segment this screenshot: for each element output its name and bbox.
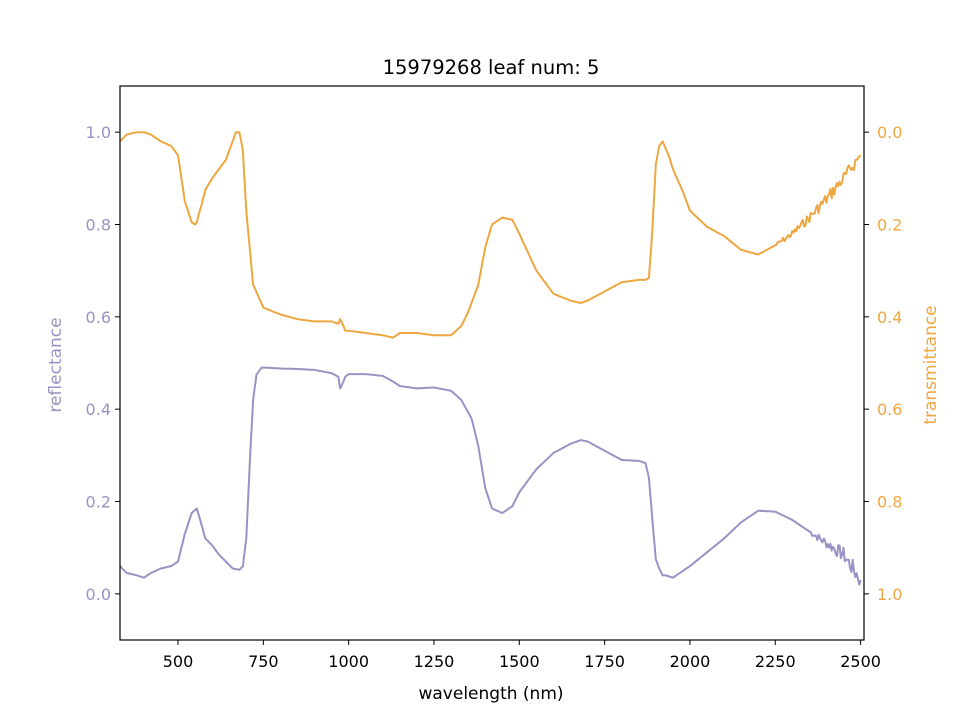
x-tick-label: 1000	[328, 652, 369, 671]
x-tick-label: 1500	[499, 652, 540, 671]
reflectance-line	[119, 366, 862, 586]
x-axis-label: wavelength (nm)	[418, 684, 563, 704]
right-y-tick-label: 0.0	[877, 123, 902, 142]
right-y-tick-label: 1.0	[877, 585, 902, 604]
right-y-tick-label: 0.8	[877, 493, 902, 512]
x-tick-label: 1250	[414, 652, 455, 671]
x-tick-label: 500	[163, 652, 194, 671]
transmittance-series	[119, 131, 862, 339]
x-tick-label: 2250	[755, 652, 796, 671]
x-tick-label: 1750	[584, 652, 625, 671]
left-y-tick-label: 0.4	[86, 400, 111, 419]
right-y-tick-label: 0.4	[877, 308, 902, 327]
x-tick-label: 2500	[840, 652, 881, 671]
chart-title: 15979268 leaf num: 5	[383, 56, 600, 79]
x-tick-label: 750	[248, 652, 279, 671]
transmittance-line	[119, 131, 862, 339]
x-axis: 500 750 1000 1250 1500 1750 2000 2250 2500	[163, 640, 881, 671]
right-y-axis: 0.0 0.2 0.4 0.6 0.8 1.0	[864, 123, 902, 604]
left-y-tick-label: 0.2	[86, 493, 111, 512]
right-y-tick-label: 0.2	[877, 216, 902, 235]
x-tick-label: 2000	[670, 652, 711, 671]
left-y-tick-label: 0.8	[86, 216, 111, 235]
reflectance-series	[119, 366, 862, 586]
right-y-axis-label: transmittance	[921, 305, 941, 424]
left-y-axis: 0.0 0.2 0.4 0.6 0.8 1.0	[86, 123, 120, 604]
left-y-tick-label: 0.6	[86, 308, 111, 327]
left-y-axis-label: reflectance	[46, 317, 66, 412]
left-y-tick-label: 0.0	[86, 585, 111, 604]
plot-frame	[119, 85, 865, 641]
left-y-tick-label: 1.0	[86, 123, 111, 142]
right-y-tick-label: 0.6	[877, 400, 902, 419]
